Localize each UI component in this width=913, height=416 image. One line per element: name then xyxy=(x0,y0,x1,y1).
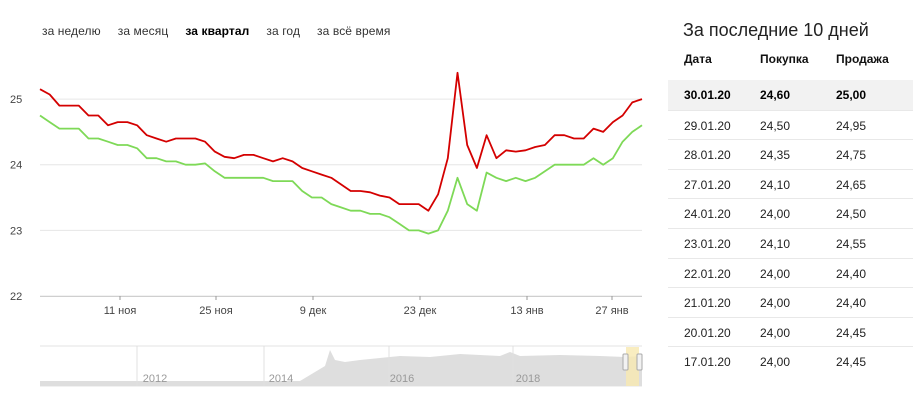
table-body: 30.01.20 24,60 25,00 29.01.20 24,50 24,95 28.0… xyxy=(668,80,913,376)
row-sell: 24,40 xyxy=(836,266,867,281)
tab-period[interactable]: за неделю xyxy=(42,24,101,38)
row-buy: 24,60 xyxy=(760,88,791,102)
row-date: 17.01.20 xyxy=(684,355,731,370)
table-row: 29.01.20 24,50 24,95 xyxy=(668,109,913,140)
x-tick-label: 25 ноя xyxy=(199,305,232,317)
table-row: 22.01.20 24,00 24,40 xyxy=(668,257,913,288)
row-buy: 24,35 xyxy=(760,148,791,163)
x-tick-label: 9 дек xyxy=(300,305,327,317)
y-tick-label: 22 xyxy=(10,291,22,303)
row-date: 21.01.20 xyxy=(684,296,731,311)
header-date: Дата xyxy=(684,52,712,66)
table-row: 23.01.20 24,10 24,55 xyxy=(668,227,913,258)
tab-period[interactable]: за год xyxy=(266,24,301,38)
row-buy: 24,00 xyxy=(760,325,791,340)
row-date: 29.01.20 xyxy=(684,118,731,133)
row-sell: 24,95 xyxy=(836,118,867,133)
y-tick-label: 23 xyxy=(10,225,22,237)
table-row: 20.01.20 24,00 24,45 xyxy=(668,316,913,347)
x-tick-label: 23 дек xyxy=(404,305,437,317)
series-line-sale xyxy=(39,71,643,212)
navigator-handle-right[interactable] xyxy=(636,353,643,371)
header-sell: Продажа xyxy=(836,52,889,66)
table-header: Дата Покупка Продажа xyxy=(668,52,913,76)
table-title: За последние 10 дней xyxy=(683,20,869,40)
row-buy: 24,00 xyxy=(760,207,791,222)
row-date: 28.01.20 xyxy=(684,148,731,163)
navigator-year-label: 2014 xyxy=(269,373,293,385)
chart-svg: 22 23 24 25 11 ноя 25 ноя 9 дек 23 дек 13 янв 27 … xyxy=(10,71,643,387)
row-buy: 24,00 xyxy=(760,296,791,311)
period-tabs: за неделю за месяц за квартал за год за всё … xyxy=(42,24,407,38)
navigator-handle-left[interactable] xyxy=(622,353,629,371)
row-date: 20.01.20 xyxy=(684,325,731,340)
table-row: 17.01.20 24,00 24,45 xyxy=(668,346,913,376)
y-tick-label: 24 xyxy=(10,160,22,172)
navigator-history-area xyxy=(40,350,642,386)
row-sell: 24,65 xyxy=(836,177,867,192)
tab-period[interactable]: за всё время xyxy=(317,24,391,38)
navigator-range-window[interactable] xyxy=(626,347,639,386)
row-buy: 24,10 xyxy=(760,236,791,251)
x-tick-label: 11 ноя xyxy=(104,305,137,317)
tab-period[interactable]: за квартал xyxy=(185,24,250,38)
row-sell: 24,50 xyxy=(836,207,867,222)
row-date: 24.01.20 xyxy=(684,207,731,222)
y-tick-label: 25 xyxy=(10,94,22,106)
series-line-buy xyxy=(39,114,643,235)
navigator-year-label: 2018 xyxy=(516,373,540,385)
row-date: 27.01.20 xyxy=(684,177,731,192)
row-date: 22.01.20 xyxy=(684,266,731,281)
row-date: 23.01.20 xyxy=(684,236,731,251)
navigator-year-label: 2012 xyxy=(143,373,167,385)
x-tick-label: 27 янв xyxy=(595,305,628,317)
rate-chart: 22 23 24 25 11 ноя 25 ноя 9 дек 23 дек 13 янв 27 … xyxy=(10,71,643,387)
header-buy: Покупка xyxy=(760,52,809,66)
row-sell: 24,75 xyxy=(836,148,867,163)
row-buy: 24,50 xyxy=(760,118,791,133)
row-date: 30.01.20 xyxy=(684,88,731,102)
tab-period[interactable]: за месяц xyxy=(117,24,169,38)
row-sell: 25,00 xyxy=(836,88,867,102)
row-buy: 24,00 xyxy=(760,266,791,281)
row-sell: 24,55 xyxy=(836,236,867,251)
row-buy: 24,10 xyxy=(760,177,791,192)
rates-table: За последние 10 дней Дата Покупка Продаж… xyxy=(668,0,913,416)
navigator-year-label: 2016 xyxy=(390,373,414,385)
row-sell: 24,45 xyxy=(836,325,867,340)
row-buy: 24,00 xyxy=(760,355,791,370)
row-sell: 24,40 xyxy=(836,296,867,311)
table-row: 28.01.20 24,35 24,75 xyxy=(668,139,913,169)
table-row: 24.01.20 24,00 24,50 xyxy=(668,198,913,228)
table-row: 27.01.20 24,10 24,65 xyxy=(668,168,913,199)
row-sell: 24,45 xyxy=(836,355,867,370)
table-row: 30.01.20 24,60 25,00 xyxy=(668,80,913,110)
table-row: 21.01.20 24,00 24,40 xyxy=(668,287,913,317)
x-tick-label: 13 янв xyxy=(510,305,543,317)
